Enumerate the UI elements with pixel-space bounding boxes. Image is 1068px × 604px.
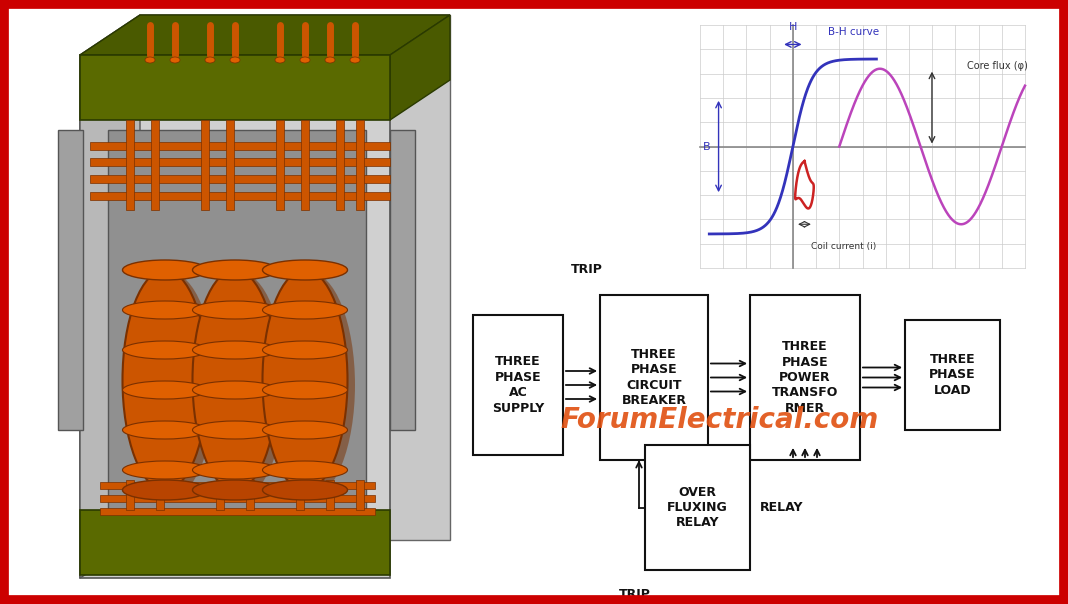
Ellipse shape	[263, 461, 347, 479]
Ellipse shape	[145, 57, 155, 63]
Ellipse shape	[274, 57, 285, 63]
Bar	[356, 120, 364, 210]
Bar	[58, 130, 83, 430]
Text: THREE
PHASE
CIRCUIT
BREAKER: THREE PHASE CIRCUIT BREAKER	[622, 348, 687, 407]
Bar	[108, 130, 366, 515]
Ellipse shape	[192, 260, 278, 280]
Polygon shape	[80, 15, 450, 55]
Ellipse shape	[123, 421, 207, 439]
Ellipse shape	[263, 301, 347, 319]
Text: Coil current (i): Coil current (i)	[812, 242, 877, 251]
Bar	[356, 480, 364, 510]
Polygon shape	[390, 15, 450, 120]
Bar	[905, 320, 1000, 430]
Ellipse shape	[263, 260, 347, 280]
Bar	[151, 120, 159, 210]
Text: OVER
FLUXING
RELAY: OVER FLUXING RELAY	[668, 486, 728, 530]
Text: THREE
PHASE
POWER
TRANSFO
RMER: THREE PHASE POWER TRANSFO RMER	[772, 340, 838, 415]
Polygon shape	[140, 15, 450, 540]
Bar	[326, 480, 334, 510]
Bar	[296, 480, 304, 510]
Bar	[156, 480, 164, 510]
Ellipse shape	[125, 272, 215, 498]
Ellipse shape	[123, 260, 207, 280]
Bar	[90, 158, 390, 166]
Bar	[226, 120, 234, 210]
Ellipse shape	[263, 341, 347, 359]
Bar	[80, 55, 390, 120]
Ellipse shape	[205, 57, 215, 63]
Bar	[473, 315, 563, 455]
Bar	[90, 192, 390, 200]
Ellipse shape	[195, 272, 285, 498]
Ellipse shape	[192, 381, 278, 399]
Text: THREE
PHASE
LOAD: THREE PHASE LOAD	[929, 353, 976, 397]
Bar	[201, 120, 209, 210]
Bar	[458, 8, 1061, 596]
Ellipse shape	[192, 480, 278, 500]
Ellipse shape	[123, 381, 207, 399]
Ellipse shape	[263, 381, 347, 399]
Ellipse shape	[192, 301, 278, 319]
Bar	[80, 510, 390, 575]
Polygon shape	[80, 55, 390, 578]
Bar	[100, 482, 375, 489]
Bar	[390, 130, 415, 430]
Bar	[216, 480, 224, 510]
Bar	[336, 120, 344, 210]
Ellipse shape	[350, 57, 360, 63]
Ellipse shape	[192, 421, 278, 439]
Bar	[600, 295, 708, 460]
Ellipse shape	[123, 341, 207, 359]
Ellipse shape	[170, 57, 180, 63]
Text: B-H curve: B-H curve	[828, 27, 879, 37]
Ellipse shape	[263, 270, 347, 490]
Ellipse shape	[325, 57, 335, 63]
Ellipse shape	[263, 421, 347, 439]
Bar	[100, 508, 375, 515]
Ellipse shape	[192, 270, 278, 490]
Bar	[126, 480, 134, 510]
Text: ForumElectrical.com: ForumElectrical.com	[561, 406, 879, 434]
Bar	[276, 120, 284, 210]
Ellipse shape	[300, 57, 310, 63]
Text: TRIP: TRIP	[619, 588, 650, 601]
Bar	[7, 8, 458, 596]
Ellipse shape	[230, 57, 240, 63]
Text: H: H	[788, 22, 797, 33]
Bar	[246, 480, 254, 510]
Polygon shape	[80, 15, 140, 578]
Ellipse shape	[263, 480, 347, 500]
Bar	[100, 495, 375, 502]
Ellipse shape	[192, 341, 278, 359]
Bar	[90, 175, 390, 183]
Polygon shape	[80, 15, 450, 55]
Bar	[301, 120, 309, 210]
Ellipse shape	[123, 480, 207, 500]
Ellipse shape	[123, 301, 207, 319]
Bar	[90, 142, 390, 150]
Bar	[126, 120, 134, 210]
Ellipse shape	[123, 461, 207, 479]
Text: Core flux (φ): Core flux (φ)	[967, 61, 1027, 71]
Ellipse shape	[192, 461, 278, 479]
Ellipse shape	[265, 272, 355, 498]
Text: TRIP: TRIP	[571, 263, 602, 276]
Ellipse shape	[123, 270, 207, 490]
Bar	[750, 295, 860, 460]
Bar	[645, 445, 750, 570]
Text: RELAY: RELAY	[760, 501, 803, 514]
Text: THREE
PHASE
AC
SUPPLY: THREE PHASE AC SUPPLY	[492, 355, 544, 415]
Text: B: B	[703, 141, 710, 152]
